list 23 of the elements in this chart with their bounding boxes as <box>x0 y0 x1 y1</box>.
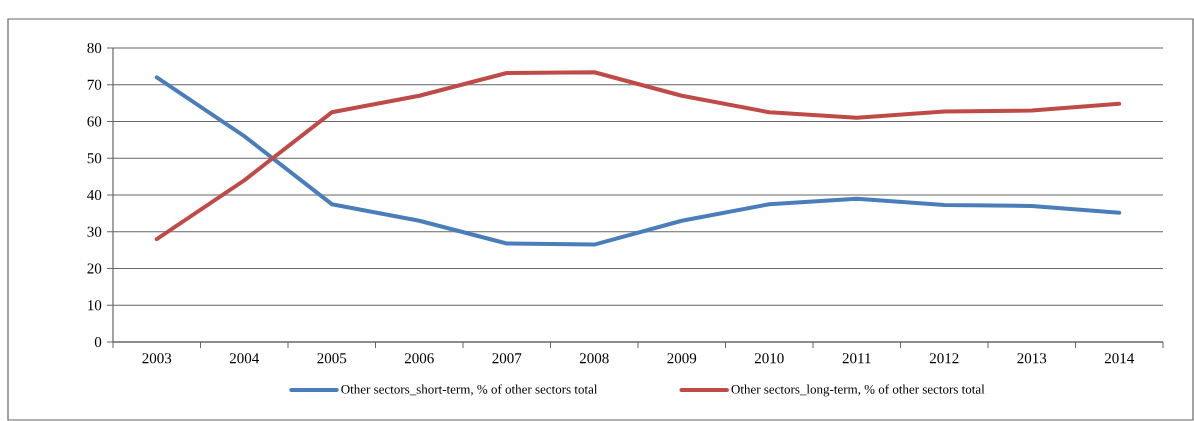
y-tick-label: 10 <box>88 300 102 311</box>
x-tick-label: 2008 <box>579 353 609 364</box>
y-tick-label: 60 <box>87 116 102 127</box>
x-tick-label: 2013 <box>1017 353 1047 364</box>
legend-label: Other sectors_long-term, % of other sectors total <box>731 384 985 397</box>
x-tick-label: 2009 <box>667 353 697 364</box>
x-tick-label: 2004 <box>229 353 260 364</box>
y-tick-label: 40 <box>87 189 102 201</box>
y-tick-label: 0 <box>94 336 102 348</box>
y-tick-label: 50 <box>87 153 102 164</box>
x-tick-label: 2011 <box>842 353 871 364</box>
y-tick-label: 70 <box>87 79 102 90</box>
x-tick-label: 2012 <box>929 353 959 364</box>
x-tick-label: 2007 <box>492 353 522 364</box>
x-tick-label: 2014 <box>1104 353 1135 364</box>
legend-label: Other sectors_short-term, % of other sectors total <box>341 384 598 396</box>
x-tick-label: 2005 <box>317 353 347 364</box>
y-tick-label: 30 <box>87 226 102 237</box>
x-tick-label: 2006 <box>404 353 434 364</box>
x-tick-label: 2010 <box>754 353 784 364</box>
x-tick-label: 2003 <box>142 353 172 364</box>
y-tick-label: 80 <box>87 42 102 54</box>
y-tick-label: 20 <box>87 263 102 274</box>
